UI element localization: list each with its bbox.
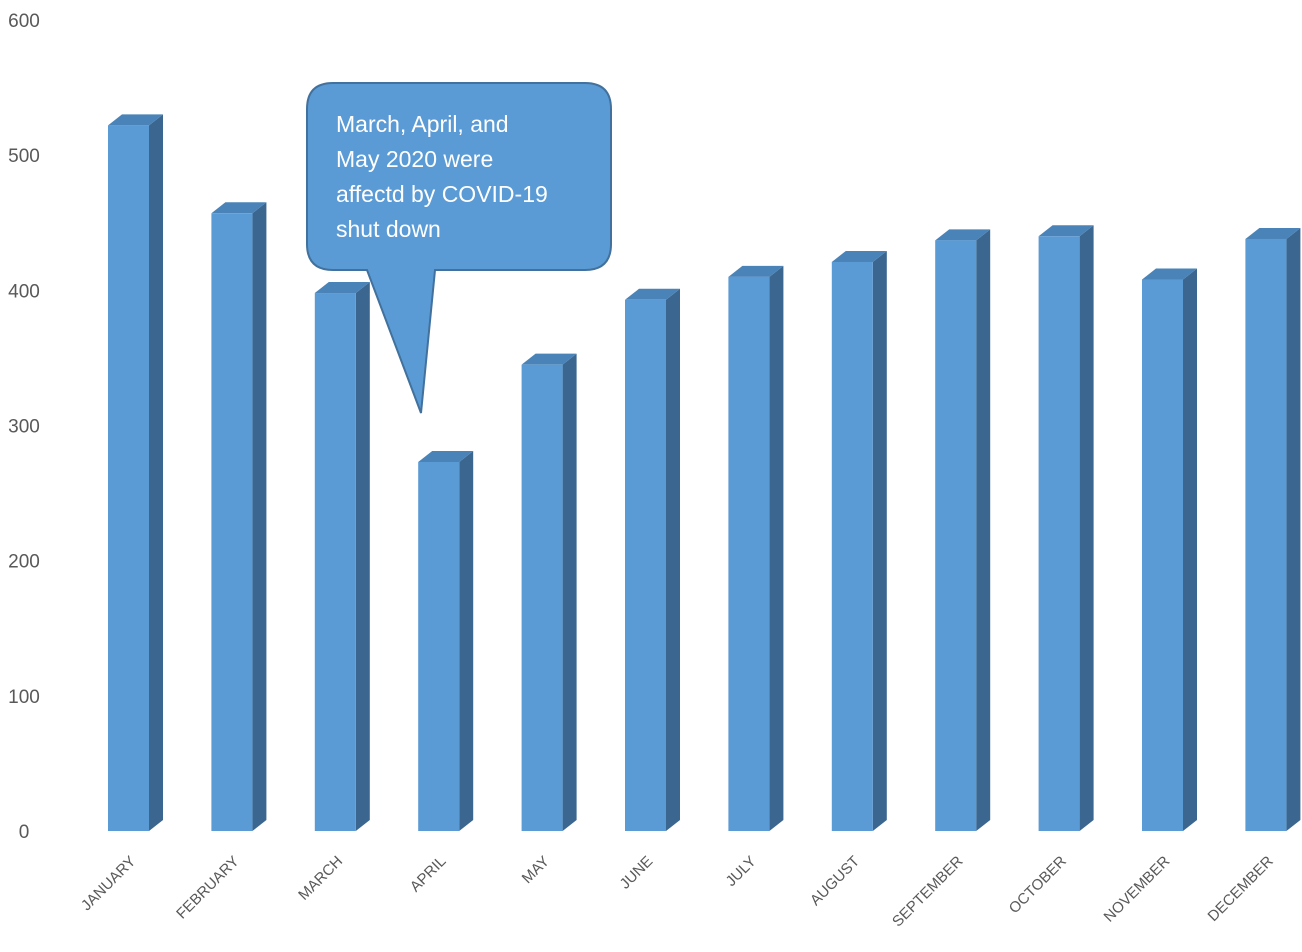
x-axis: JANUARY FEBRUARY MARCH APRIL MAY JUNE JULY AUGU… [78, 853, 1277, 931]
bar [1038, 225, 1094, 831]
bar [314, 282, 370, 832]
bar [728, 265, 784, 832]
x-tick-label: JULY [723, 853, 760, 890]
bars [108, 114, 1301, 832]
x-tick-label: APRIL [407, 853, 450, 896]
x-tick-label: SEPTEMBER [889, 853, 967, 931]
bar-front [831, 261, 873, 831]
bar-front [625, 299, 666, 831]
callout-line: affectd by COVID-19 [336, 181, 548, 207]
bar-side [562, 353, 577, 831]
callout-line: March, April, and [336, 111, 509, 137]
callout-bubble [306, 82, 612, 414]
x-tick-label: OCTOBER [1006, 853, 1070, 917]
bar [1142, 268, 1197, 831]
bar-top [521, 353, 577, 365]
bar-top [831, 250, 887, 262]
bar-top [1038, 225, 1094, 237]
bar [521, 353, 577, 831]
bar [625, 288, 680, 831]
x-tick-label: MAY [519, 853, 553, 887]
bar-front [211, 213, 253, 831]
y-tick-label: 200 [8, 552, 40, 573]
bar-side [355, 282, 370, 832]
bar-top [625, 288, 680, 300]
y-axis: 0 100 200 300 400 500 600 [8, 11, 40, 843]
bar-front [728, 276, 770, 832]
bar-top [1245, 227, 1301, 239]
y-tick-label: 100 [8, 687, 40, 708]
bar-front [521, 364, 563, 831]
bar-front [314, 293, 356, 832]
bar-top [1142, 268, 1197, 280]
bar-front [1142, 279, 1183, 831]
bar [1245, 227, 1301, 832]
x-tick-label: JANUARY [78, 853, 139, 914]
y-tick-label: 400 [8, 281, 40, 302]
callout-text: March, April, and May 2020 were affectd by… [336, 111, 548, 242]
bar-side [459, 450, 474, 831]
x-tick-label: FEBRUARY [173, 853, 243, 923]
bar [108, 114, 163, 832]
callout-line: May 2020 were [336, 146, 493, 172]
bar-side [1183, 268, 1197, 831]
bar [831, 250, 887, 831]
x-tick-label: NOVEMBER [1101, 853, 1174, 926]
bar-front [418, 461, 460, 831]
bar-front [935, 240, 977, 832]
x-tick-label: DECEMBER [1205, 853, 1277, 925]
callout: March, April, and May 2020 were affectd by… [306, 82, 612, 414]
y-tick-label: 600 [8, 11, 40, 32]
bar [211, 202, 267, 831]
bar-side [666, 288, 680, 831]
x-tick-label: JUNE [617, 853, 657, 893]
bar [935, 229, 991, 832]
bar-top [108, 114, 163, 126]
bar-side [252, 202, 267, 831]
bar-side [149, 114, 163, 832]
y-tick-label: 300 [8, 417, 40, 438]
y-tick-label: 500 [8, 146, 40, 167]
bar-top [728, 265, 784, 277]
bar-side [976, 229, 991, 832]
bar-front [1038, 236, 1080, 831]
bar-top [211, 202, 267, 214]
bar [418, 450, 474, 831]
x-tick-label: AUGUST [807, 853, 863, 909]
bar-front [108, 125, 149, 832]
y-tick-label: 0 [19, 822, 30, 843]
bar-top [314, 282, 370, 294]
bar-side [872, 250, 887, 831]
bar-side [1079, 225, 1094, 831]
callout-line: shut down [336, 216, 441, 242]
bar-top [418, 450, 474, 462]
bar-front [1245, 238, 1287, 832]
bar-side [769, 265, 784, 832]
bar-top [935, 229, 991, 241]
x-tick-label: MARCH [295, 853, 346, 904]
bar-side [1286, 227, 1301, 832]
